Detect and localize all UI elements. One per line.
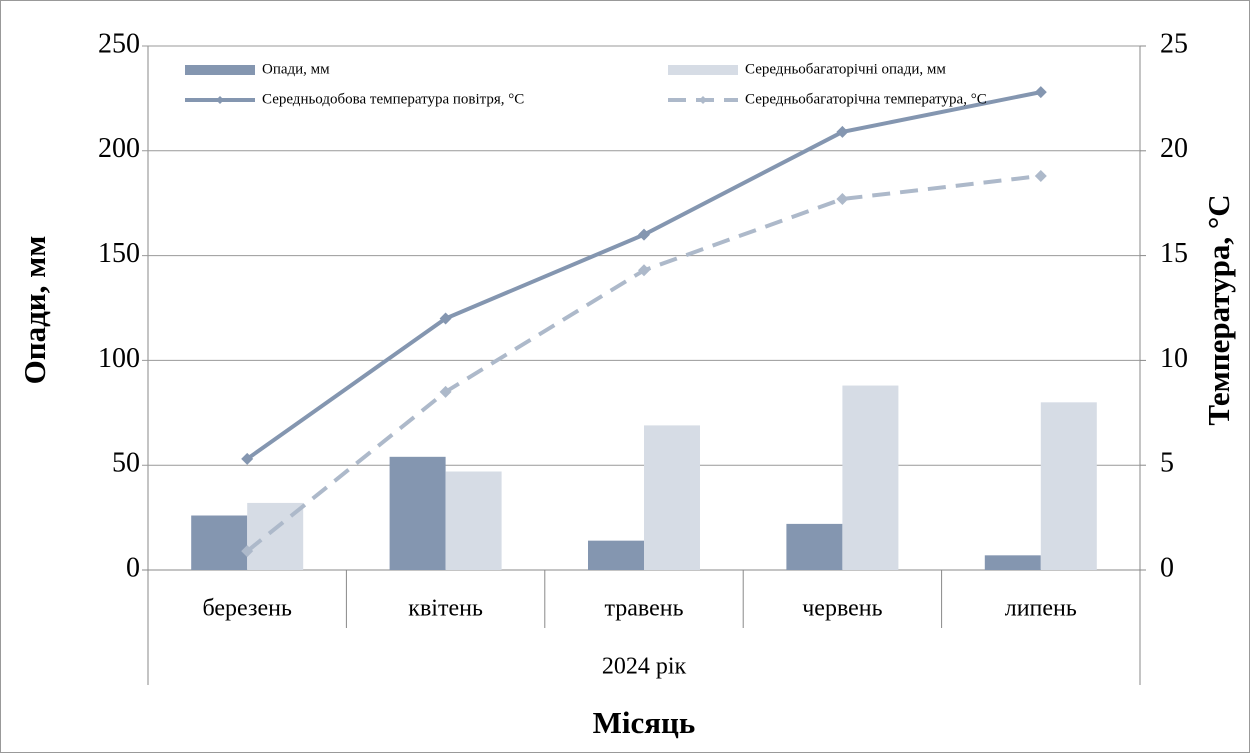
bar xyxy=(786,523,843,570)
bar xyxy=(445,471,502,570)
x-tick-label: липень xyxy=(1005,596,1077,622)
y-tick-label: 200 xyxy=(98,133,140,164)
line-marker xyxy=(638,228,650,241)
y2-tick-label: 20 xyxy=(1160,133,1188,164)
legend-swatch xyxy=(185,65,255,75)
y2-tick-label: 25 xyxy=(1160,28,1188,59)
x-tick-label: квітень xyxy=(408,596,483,622)
y-tick-label: 0 xyxy=(126,552,140,583)
legend-marker xyxy=(216,96,224,104)
bar xyxy=(1040,402,1097,570)
y2-tick-label: 10 xyxy=(1160,343,1188,374)
x-tick-label: березень xyxy=(202,596,291,622)
bar xyxy=(191,515,248,570)
line-marker xyxy=(1034,169,1047,182)
line-marker xyxy=(836,125,849,138)
legend-marker xyxy=(699,96,707,104)
line-marker xyxy=(241,452,254,465)
bar xyxy=(389,456,446,570)
line-marker xyxy=(439,312,452,325)
legend-swatch xyxy=(668,65,738,75)
bar xyxy=(588,540,644,570)
bar xyxy=(984,555,1041,570)
group-label: 2024 рік xyxy=(602,654,687,680)
y-tick-label: 100 xyxy=(98,343,140,374)
x-tick-label: травень xyxy=(604,596,683,622)
y2-tick-label: 5 xyxy=(1160,448,1174,479)
y-tick-label: 250 xyxy=(98,28,140,59)
line-marker xyxy=(241,545,254,558)
line-marker xyxy=(638,264,650,277)
legend-label: Середньодобова температура повітря, °С xyxy=(262,91,524,107)
y-tick-label: 150 xyxy=(98,238,140,269)
bar xyxy=(644,425,700,570)
line-marker xyxy=(439,385,452,398)
y-tick-label: 50 xyxy=(112,448,140,479)
legend-label: Середньобагаторічні опади, мм xyxy=(745,61,946,77)
y2-tick-label: 15 xyxy=(1160,238,1188,269)
legend-label: Середньобагаторічна температура, °С xyxy=(745,91,987,107)
y2-tick-label: 0 xyxy=(1160,552,1174,583)
legend-label: Опади, мм xyxy=(262,61,330,77)
y2-axis-title: Температура, °С xyxy=(1201,194,1236,425)
x-tick-label: червень xyxy=(802,596,882,622)
line-marker xyxy=(1034,86,1047,99)
y-axis-title: Опади, мм xyxy=(17,236,52,385)
line-marker xyxy=(836,193,849,206)
x-axis-title: Місяць xyxy=(593,705,696,740)
bar xyxy=(842,385,899,570)
